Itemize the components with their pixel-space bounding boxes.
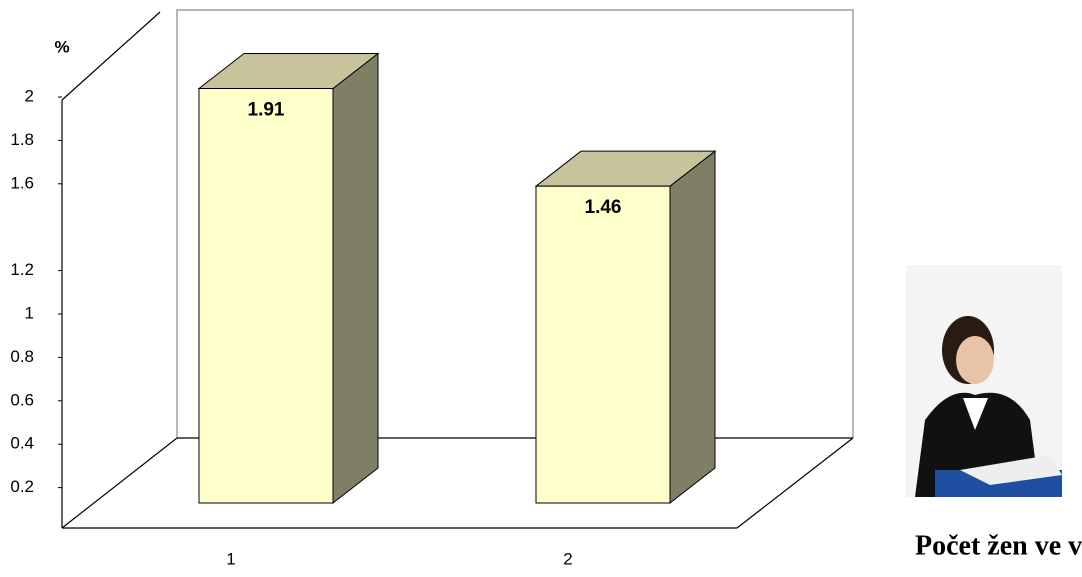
bar <box>198 88 334 504</box>
value-label: 1.46 <box>585 197 622 218</box>
value-label: 1.91 <box>248 100 285 121</box>
y-tick-label: 1 <box>25 303 34 322</box>
photo <box>906 265 1062 497</box>
frame <box>61 9 854 529</box>
y-tick-label: 1.8 <box>10 130 34 149</box>
x-tick-label: 2 <box>563 549 572 568</box>
y-tick-label: 0.2 <box>10 477 34 496</box>
caption: Počet žen ve vedení <box>915 530 1082 561</box>
y-tick-label: 1.6 <box>10 173 34 192</box>
y-tick-label: 1.2 <box>10 260 34 279</box>
bar-side <box>669 150 716 505</box>
y-tick-label: 2 <box>25 86 34 105</box>
y-axis-label: % <box>54 37 69 56</box>
bar <box>535 185 671 504</box>
bar-side <box>332 52 379 505</box>
y-tick-label: 0.4 <box>10 434 34 453</box>
y-tick-label: 0.8 <box>10 347 34 366</box>
x-tick-label: 1 <box>226 549 235 568</box>
y-tick-label: 0.6 <box>10 390 34 409</box>
